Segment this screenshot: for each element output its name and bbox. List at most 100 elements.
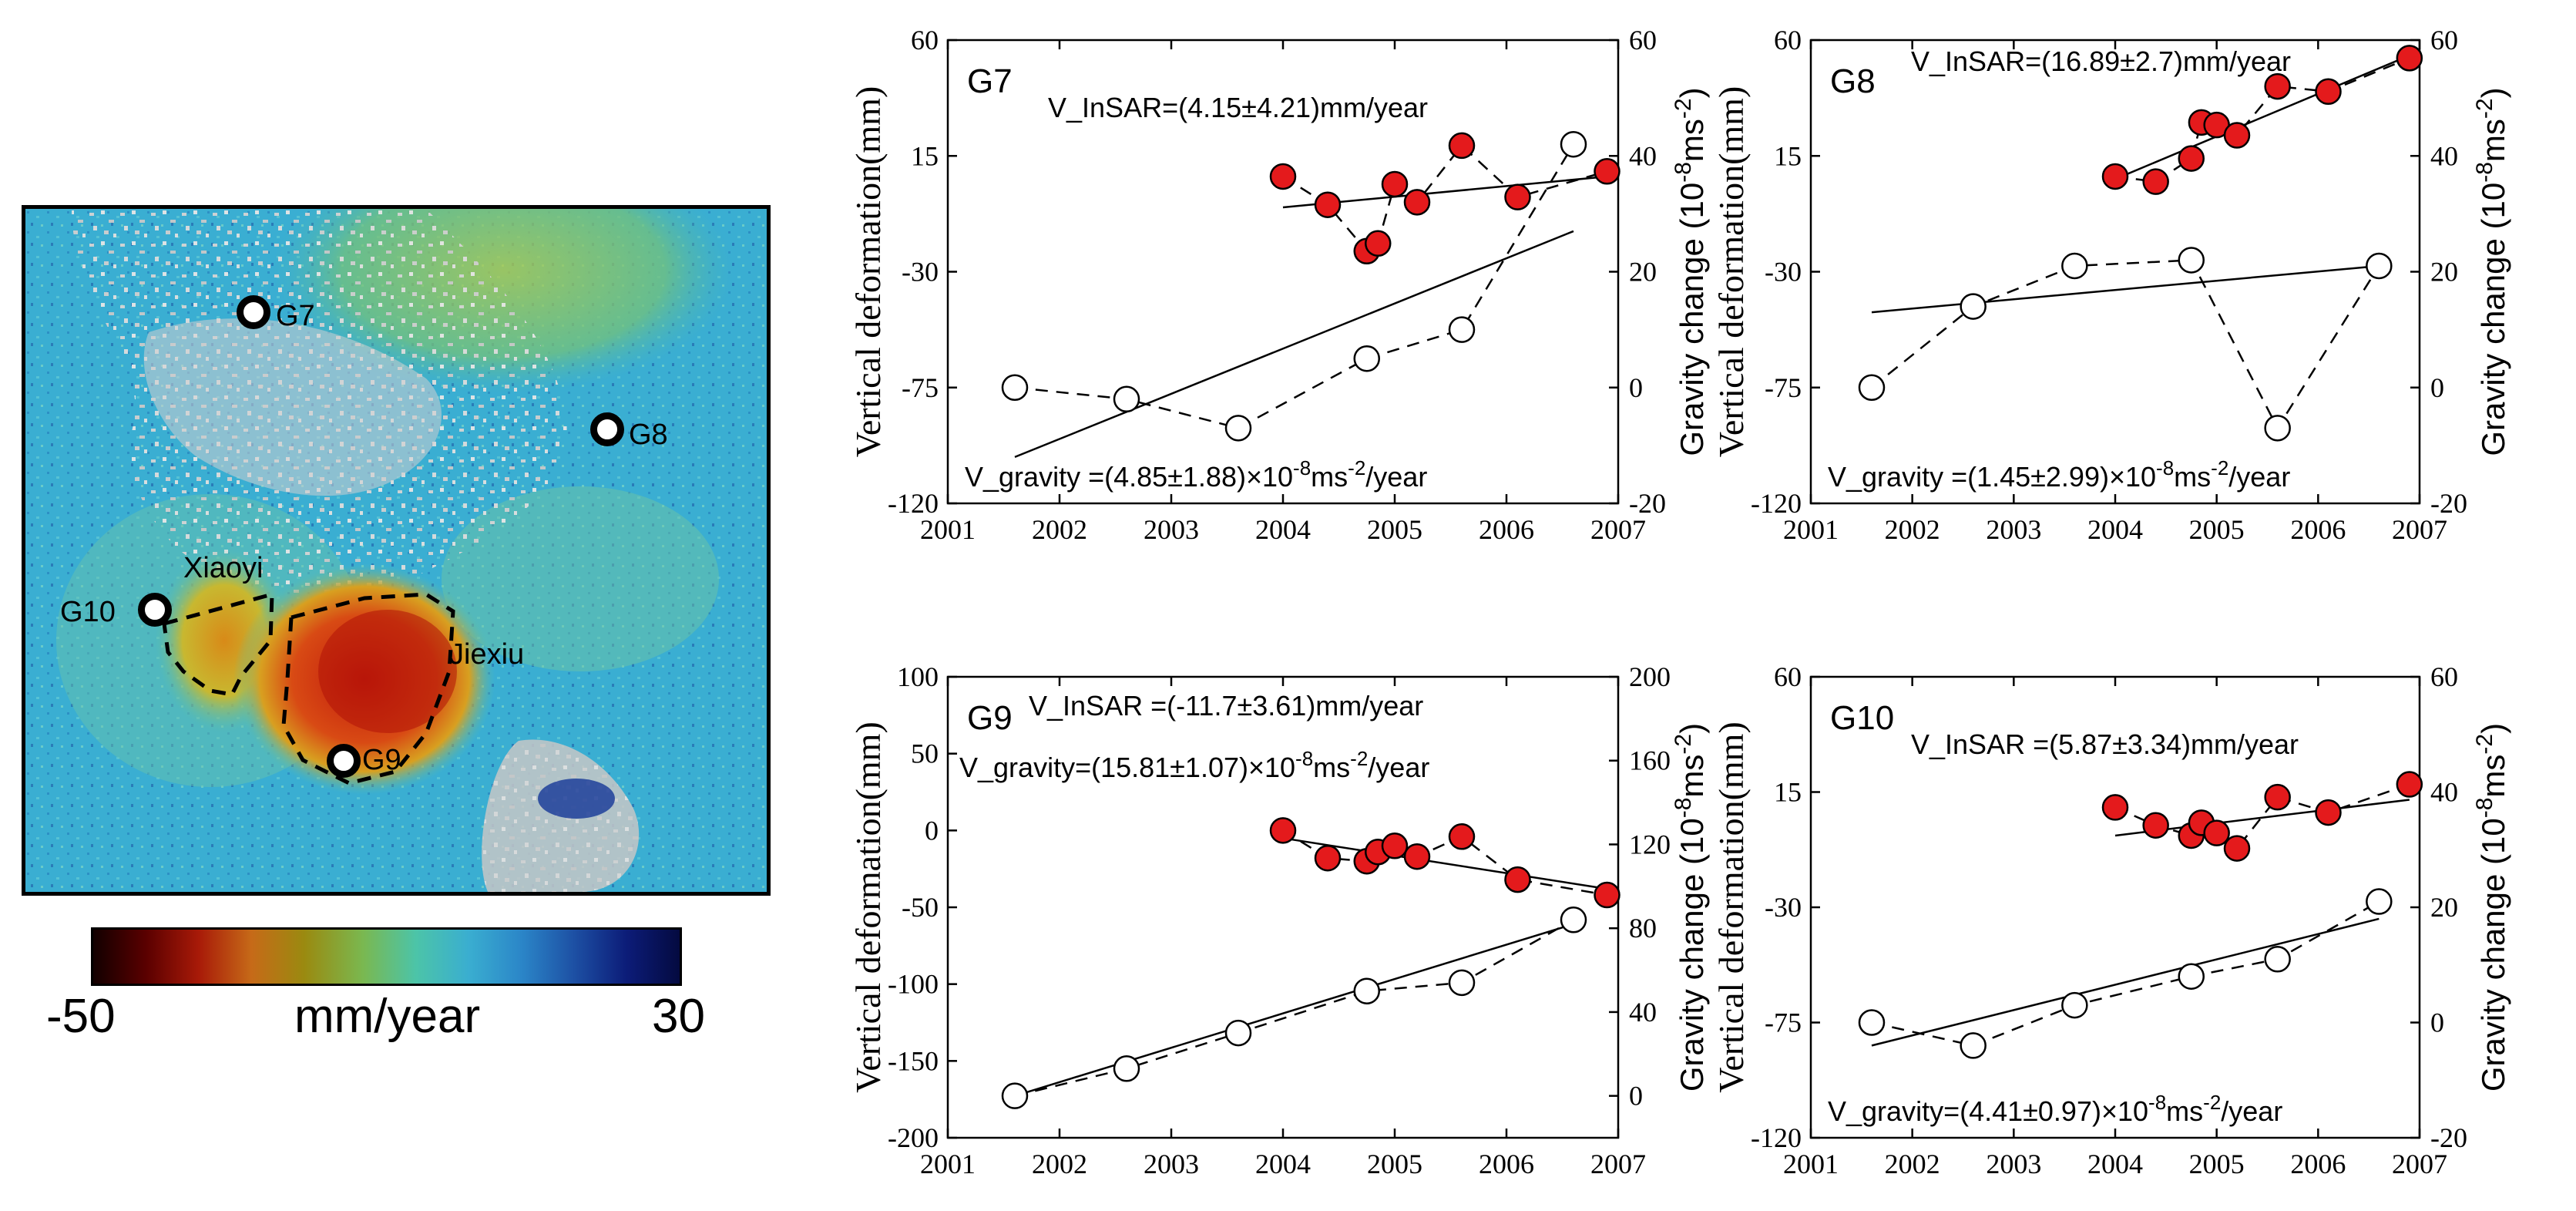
x-tick-label: 2007	[1590, 514, 1646, 545]
station-marker-g7	[237, 295, 270, 329]
insar-point	[1381, 170, 1409, 198]
gravity-point	[2264, 415, 2291, 442]
x-tick-label: 2005	[1367, 1149, 1422, 1179]
gravity-point	[2264, 946, 2291, 973]
gravity-fit-line	[1871, 917, 2380, 1047]
y-tick-label-right: 20	[2430, 257, 2458, 288]
gravity-fit-line	[1014, 230, 1574, 459]
insar-point	[1269, 163, 1297, 190]
station-title: G9	[967, 699, 1013, 737]
y-tick-label-right: 200	[1629, 661, 1671, 692]
station-label-g9: G9	[362, 744, 401, 776]
insar-point	[2223, 122, 2251, 149]
insar-rate-text: V_InSAR=(16.89±2.7)mm/year	[1911, 45, 2291, 77]
y-axis-label-right: Gravity change (10-8ms-2)	[2472, 723, 2511, 1092]
gravity-point	[1224, 415, 1252, 442]
y-tick-label-right: 60	[1629, 25, 1657, 56]
insar-point	[2142, 812, 2169, 839]
insar-point	[1448, 132, 1476, 160]
y-tick-label-left: -75	[1765, 372, 1802, 403]
y-tick-label-right: 80	[1629, 913, 1657, 944]
colorbar-max-label: 30	[652, 990, 705, 1043]
x-tick-label: 2002	[1032, 1149, 1087, 1179]
gravity-point	[2366, 252, 2393, 280]
insar-point	[1403, 843, 1431, 870]
x-tick-label: 2003	[1144, 514, 1199, 545]
station-title: G10	[1830, 699, 1894, 737]
x-tick-label: 2007	[1590, 1149, 1646, 1179]
y-tick-label-left: 60	[911, 25, 939, 56]
gravity-point	[1353, 345, 1380, 372]
x-tick-label: 2006	[1479, 1149, 1534, 1179]
x-tick-label: 2002	[1885, 1149, 1940, 1179]
insar-point	[2203, 819, 2230, 846]
insar-velocity-map: G7 G8 G10 G9 Xiaoyi Jiexiu	[22, 205, 771, 896]
y-tick-label-left: 50	[911, 738, 939, 769]
insar-point	[1594, 881, 1620, 909]
y-tick-label-right: 20	[2430, 892, 2458, 923]
gravity-series-line	[1871, 259, 2380, 430]
gravity-rate-text: V_gravity=(4.41±0.97)×10-8ms-2/year	[1828, 1091, 2282, 1127]
gravity-point	[1001, 374, 1029, 401]
gravity-point	[2366, 888, 2393, 915]
insar-point	[1314, 844, 1342, 872]
gravity-rate-text: V_gravity=(15.81±1.07)×10-8ms-2/year	[959, 747, 1429, 783]
y-tick-label-left: 15	[1774, 140, 1802, 171]
colorbar-unit-label: mm/year	[294, 990, 481, 1043]
insar-point	[1314, 191, 1342, 218]
x-tick-label: 2001	[920, 1149, 976, 1179]
gravity-fit-line	[1871, 264, 2380, 314]
y-tick-label-right: 60	[2430, 25, 2458, 56]
gravity-point	[1448, 316, 1476, 343]
insar-point	[1365, 230, 1392, 257]
insar-point	[1594, 158, 1620, 185]
y-tick-label-right: 120	[1629, 829, 1671, 859]
x-tick-label: 2001	[920, 514, 976, 545]
y-axis-label-right: Gravity change (10-8ms-2)	[1671, 87, 1710, 456]
insar-fit-line	[1282, 837, 1607, 890]
station-title: G7	[967, 62, 1013, 100]
y-tick-label-right: 60	[2430, 661, 2458, 692]
station-label-g8: G8	[629, 419, 668, 451]
x-tick-label: 2002	[1885, 514, 1940, 545]
gravity-fit-line	[1014, 923, 1574, 1097]
insar-point	[2223, 835, 2251, 862]
gravity-point	[1353, 977, 1380, 1004]
insar-point	[1448, 823, 1476, 850]
station-marker-g8	[590, 412, 624, 446]
insar-rate-text: V_InSAR =(-11.7±3.61)mm/year	[1029, 690, 1423, 722]
insar-point	[1269, 817, 1297, 844]
insar-point	[2178, 145, 2205, 172]
x-tick-label: 2003	[1144, 1149, 1199, 1179]
station-label-g10: G10	[60, 596, 116, 628]
y-axis-label-left: Vertical deformation(mm)	[848, 722, 888, 1093]
insar-point	[2315, 799, 2342, 826]
jiexiu-boundary	[281, 592, 455, 785]
station-title: G8	[1830, 62, 1876, 100]
gravity-point	[2178, 963, 2205, 990]
insar-point	[2315, 78, 2342, 106]
gravity-point	[1001, 1082, 1029, 1109]
insar-rate-text: V_InSAR=(4.15±4.21)mm/year	[1048, 92, 1428, 123]
y-tick-label-left: -30	[902, 257, 939, 288]
x-tick-label: 2007	[2392, 514, 2447, 545]
xiaoyi-boundary	[162, 591, 274, 697]
insar-point	[2142, 168, 2169, 195]
y-tick-label-right: 40	[2430, 777, 2458, 808]
y-tick-label-left: -120	[1751, 1122, 1802, 1153]
y-tick-label-right: 0	[2430, 1007, 2444, 1038]
insar-point	[2101, 163, 2129, 190]
x-tick-label: 2003	[1986, 514, 2041, 545]
y-axis-label-right: Gravity change (10-8ms-2)	[2472, 87, 2511, 456]
x-tick-label: 2007	[2392, 1149, 2447, 1179]
y-tick-label-left: -200	[888, 1122, 939, 1153]
y-tick-label-left: -120	[888, 488, 939, 519]
x-tick-label: 2001	[1783, 1149, 1839, 1179]
gravity-point	[1224, 1019, 1252, 1047]
insar-point	[1504, 183, 1531, 210]
y-tick-label-left: 60	[1774, 661, 1802, 692]
gravity-series-line	[1871, 900, 2380, 1047]
y-axis-label-right: Gravity change (10-8ms-2)	[1671, 723, 1710, 1092]
